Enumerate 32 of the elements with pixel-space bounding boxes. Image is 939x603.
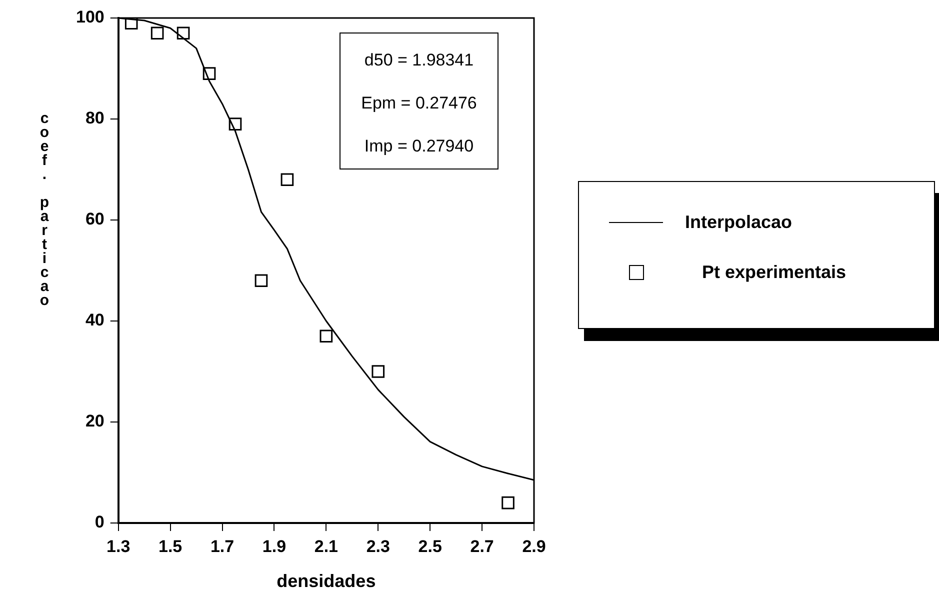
text: Pt experimentais xyxy=(702,262,846,283)
point xyxy=(502,496,514,510)
x-tick-label: 2.1 xyxy=(314,536,338,556)
point xyxy=(280,173,294,186)
point xyxy=(150,26,164,40)
x-tick-label: 1.7 xyxy=(210,536,234,556)
point xyxy=(254,274,268,288)
y-tick-label: 100 xyxy=(76,8,104,27)
y-tick-label: 80 xyxy=(85,108,104,128)
x-tick-label: 2.7 xyxy=(470,536,494,556)
x-tick-label: 1.9 xyxy=(262,536,286,556)
x-tick-label: 2.9 xyxy=(522,536,546,556)
point xyxy=(176,26,190,40)
point xyxy=(202,67,216,80)
x-tick-label: 2.5 xyxy=(418,536,442,556)
x-axis-title: densidades xyxy=(276,571,376,592)
x-tick-label: 1.5 xyxy=(158,536,182,556)
annotation: d50 = 1.98341 xyxy=(364,50,474,70)
y-tick-label: 60 xyxy=(85,210,104,229)
annotation: Imp = 0.27940 xyxy=(364,136,474,156)
x-tick-label: 1.3 xyxy=(106,536,130,556)
legend-label: Interpolacao xyxy=(685,212,792,233)
point xyxy=(228,118,242,130)
x-tick-label: 2.3 xyxy=(366,536,390,556)
annotation: Epm = 0.27476 xyxy=(361,94,477,113)
y-tick-label: 20 xyxy=(85,412,104,431)
y-axis-title: coef. particao xyxy=(36,110,53,308)
y-tick-label: 0 xyxy=(94,512,104,532)
y-tick-label: 40 xyxy=(85,310,104,330)
point xyxy=(320,330,333,343)
point xyxy=(372,365,385,378)
point xyxy=(124,18,138,30)
